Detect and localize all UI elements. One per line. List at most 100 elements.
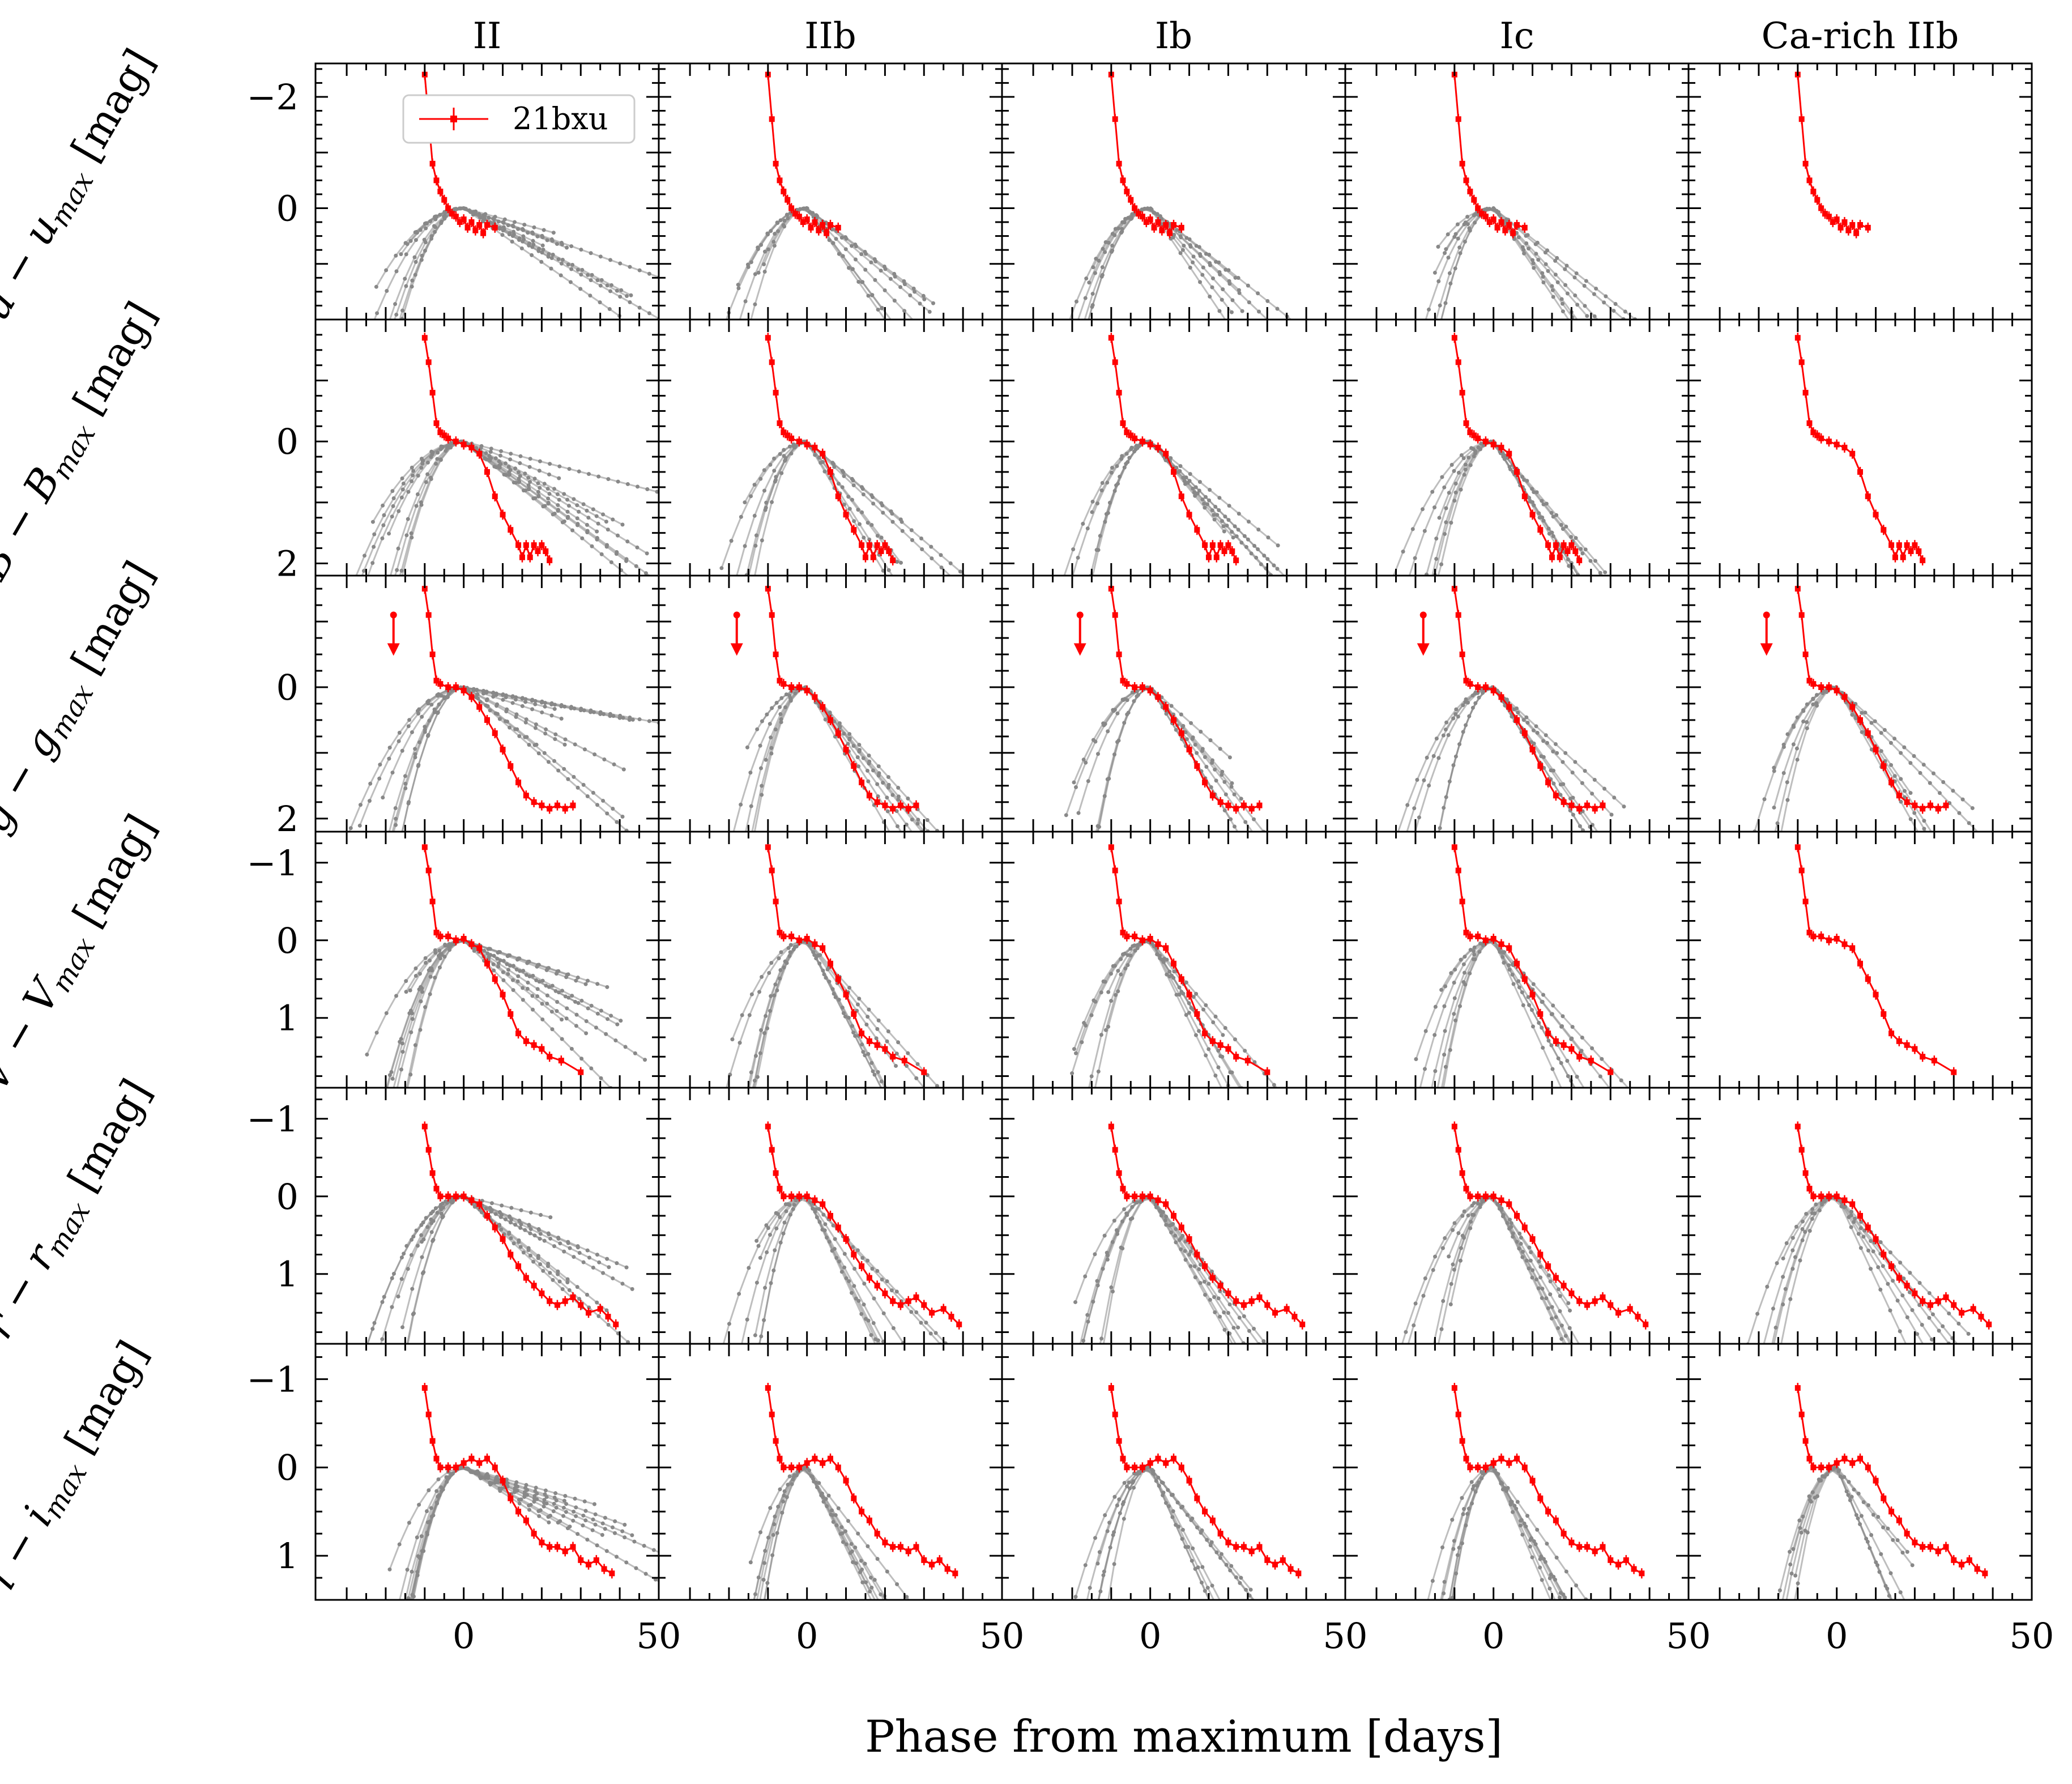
comparison-point [994, 598, 998, 602]
comparison-curve [407, 208, 554, 245]
comparison-point [633, 1051, 637, 1055]
comparison-point [429, 475, 433, 480]
comparison-point [1579, 547, 1583, 551]
comparison-point [1091, 738, 1095, 742]
comparison-point [1405, 803, 1410, 807]
comparison-point [611, 806, 615, 811]
comparison-point [895, 824, 899, 829]
comparison-point [522, 223, 527, 227]
comparison-point [1240, 309, 1244, 313]
comparison-point [1246, 1117, 1250, 1121]
comparison-point [585, 978, 590, 983]
comparison-point [1272, 563, 1276, 568]
comparison-point [462, 206, 466, 211]
comparison-point [511, 229, 516, 234]
comparison-curve [739, 207, 892, 320]
comparison-point [905, 1117, 909, 1121]
comparison-point [403, 781, 408, 786]
comparison-point [1083, 856, 1087, 860]
comparison-point [517, 734, 522, 738]
comparison-point [1425, 598, 1429, 602]
comparison-point [856, 279, 861, 284]
comparison-point [830, 227, 834, 232]
comparison-point [1902, 795, 1907, 799]
comparison-point [599, 552, 604, 556]
comparison-point [423, 240, 428, 245]
comparison-point [1257, 309, 1261, 314]
comparison-point [1814, 701, 1819, 705]
comparison-point [723, 598, 727, 602]
comparison-point [1121, 698, 1125, 702]
comparison-point [348, 856, 352, 860]
comparison-point [380, 536, 385, 540]
comparison-point [413, 259, 418, 264]
comparison-point [1197, 480, 1202, 484]
comparison-point [984, 856, 988, 860]
comparison-point [1081, 757, 1086, 762]
comparison-point [532, 476, 537, 481]
comparison-point [969, 856, 973, 860]
comparison-point [572, 497, 576, 501]
comparison-point [604, 520, 608, 524]
comparison-point [618, 713, 623, 718]
comparison-point [892, 837, 896, 841]
comparison-point [598, 283, 603, 288]
comparison-point [1169, 704, 1174, 708]
comparison-point [1103, 250, 1107, 254]
comparison-point [918, 301, 922, 306]
comparison-point [1298, 1117, 1302, 1121]
comparison-point [543, 731, 548, 736]
comparison-point [438, 457, 443, 462]
comparison-point [384, 856, 388, 860]
comparison-point [1553, 742, 1558, 746]
comparison-point [521, 228, 525, 232]
comparison-point [1627, 598, 1631, 602]
comparison-point [1078, 856, 1082, 860]
comparison-point [625, 539, 630, 544]
comparison-point [575, 975, 580, 980]
comparison-point [1544, 262, 1548, 266]
comparison-point [569, 705, 574, 709]
comparison-point [1544, 733, 1548, 738]
comparison-point [876, 764, 881, 769]
comparison-point [1452, 235, 1457, 239]
comparison-point [888, 276, 893, 281]
comparison-point [368, 781, 373, 786]
comparison-point [634, 564, 638, 568]
comparison-point [635, 545, 639, 550]
comparison-point [886, 1088, 890, 1092]
comparison-point [913, 289, 917, 294]
panel-frame [1344, 318, 1690, 577]
comparison-point [647, 719, 651, 723]
comparison-point [530, 245, 535, 249]
comparison-point [1444, 506, 1448, 510]
comparison-point [429, 702, 434, 707]
series-21bxu-line [1797, 338, 1924, 561]
comparison-point [1453, 712, 1458, 716]
comparison-point [1077, 1117, 1081, 1121]
comparison-point [854, 244, 858, 249]
comparison-point [585, 794, 590, 799]
comparison-point [526, 483, 531, 488]
y-tick-label: −2 [247, 76, 299, 118]
comparison-point [1213, 1074, 1218, 1078]
comparison-point [566, 262, 570, 267]
comparison-point [1918, 834, 1922, 838]
comparison-point [749, 804, 753, 808]
comparison-point [925, 818, 930, 822]
comparison-point [1413, 556, 1417, 560]
comparison-curve [726, 940, 897, 1088]
comparison-point [586, 472, 591, 476]
comparison-point [1298, 598, 1302, 602]
column-titles: II IIb Ib Ic Ca-rich IIb [473, 15, 1959, 57]
comparison-point [843, 247, 848, 252]
comparison-point [391, 340, 395, 344]
comparison-point [605, 283, 609, 288]
comparison-point [1064, 813, 1068, 818]
comparison-point [1599, 340, 1603, 344]
comparison-point [381, 795, 385, 800]
comparison-point [779, 696, 784, 700]
comparison-point [788, 696, 792, 700]
comparison-point [922, 1117, 926, 1121]
y-tick-label: 0 [276, 188, 299, 229]
